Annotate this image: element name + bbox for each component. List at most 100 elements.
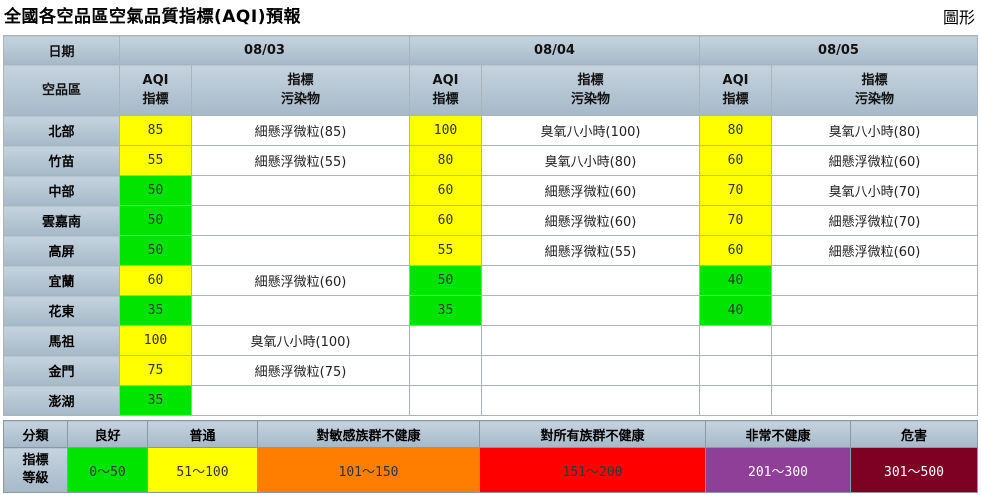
aqi-value-cell: 85 <box>119 115 192 146</box>
pollutant-cell: 細懸浮微粒(55) <box>481 235 700 266</box>
region-name: 北部 <box>3 115 120 146</box>
legend-range-cell: 0～50 <box>67 447 148 493</box>
table-row: 中部 50 60 細懸浮微粒(60) 70 臭氧八小時(70) <box>3 175 978 206</box>
legend-category-name: 對敏感族群不健康 <box>257 420 480 448</box>
pollutant-cell: 臭氧八小時(100) <box>481 115 700 146</box>
region-name: 中部 <box>3 175 120 206</box>
chart-view-link[interactable]: 圖形 <box>942 8 975 27</box>
aqi-value-cell: 70 <box>699 205 772 236</box>
aqi-value-cell: 35 <box>119 385 192 416</box>
region-name: 宜蘭 <box>3 265 120 296</box>
pollutant-cell: 細懸浮微粒(55) <box>191 145 410 176</box>
pollutant-cell <box>771 355 978 386</box>
pollutant-cell <box>771 325 978 356</box>
aqi-value-cell <box>409 325 482 356</box>
pollutant-cell: 細懸浮微粒(60) <box>481 205 700 236</box>
pollutant-header-line1: 指標 <box>577 73 604 88</box>
pollutant-cell <box>771 385 978 416</box>
pollutant-cell <box>481 325 700 356</box>
legend-category-label: 分類 <box>3 420 68 448</box>
aqi-header-line2: 指標 <box>142 92 169 107</box>
aqi-value-cell: 35 <box>119 295 192 326</box>
legend-category-name: 危害 <box>850 420 978 448</box>
aqi-value-cell <box>409 385 482 416</box>
pollutant-cell: 細懸浮微粒(60) <box>771 145 978 176</box>
aqi-value-cell: 70 <box>699 175 772 206</box>
legend-category-name: 普通 <box>147 420 258 448</box>
table-row: 馬祖 100 臭氧八小時(100) <box>3 325 978 356</box>
table-row: 花東 35 35 40 <box>3 295 978 326</box>
pollutant-cell: 臭氧八小時(100) <box>191 325 410 356</box>
pollutant-cell: 細懸浮微粒(85) <box>191 115 410 146</box>
aqi-header-line2: 指標 <box>432 92 459 107</box>
aqi-value-cell: 40 <box>699 295 772 326</box>
date-label: 日期 <box>3 35 120 65</box>
region-name: 花東 <box>3 295 120 326</box>
legend-range-cell: 301～500 <box>850 447 978 493</box>
pollutant-cell: 臭氧八小時(80) <box>481 145 700 176</box>
pollutant-cell: 細懸浮微粒(60) <box>481 175 700 206</box>
region-name: 雲嘉南 <box>3 205 120 236</box>
table-row: 雲嘉南 50 60 細懸浮微粒(60) 70 細懸浮微粒(70) <box>3 205 978 236</box>
legend-category-name: 非常不健康 <box>705 420 851 448</box>
pollutant-header-line1: 指標 <box>287 73 314 88</box>
legend-category-name: 對所有族群不健康 <box>479 420 706 448</box>
region-name: 馬祖 <box>3 325 120 356</box>
pollutant-header-line1: 指標 <box>861 73 888 88</box>
aqi-value-cell: 100 <box>119 325 192 356</box>
table-row: 澎湖 35 <box>3 385 978 416</box>
legend-level-label: 指標 等級 <box>3 447 68 493</box>
aqi-value-cell: 50 <box>119 175 192 206</box>
pollutant-header-line2: 污染物 <box>280 92 320 107</box>
pollutant-cell <box>191 175 410 206</box>
page-title: 全國各空品區空氣品質指標(AQI)預報 <box>4 7 301 27</box>
pollutant-column-header: 指標 污染物 <box>191 64 410 116</box>
pollutant-cell <box>481 265 700 296</box>
aqi-value-cell: 60 <box>409 175 482 206</box>
legend-level-line1: 指標 <box>22 453 49 468</box>
pollutant-cell: 細懸浮微粒(60) <box>771 235 978 266</box>
pollutant-cell <box>191 295 410 326</box>
pollutant-header-line2: 污染物 <box>854 92 894 107</box>
region-name: 金門 <box>3 355 120 386</box>
legend-range-cell: 151～200 <box>479 447 706 493</box>
aqi-column-header: AQI 指標 <box>699 64 772 116</box>
legend-range-row: 指標 等級 0～50 51～100 101～150 151～200 201～300 301～… <box>3 447 978 493</box>
pollutant-cell <box>481 385 700 416</box>
legend-level-line2: 等級 <box>22 471 49 486</box>
pollutant-cell <box>771 295 978 326</box>
table-row: 竹苗 55 細懸浮微粒(55) 80 臭氧八小時(80) 60 細懸浮微粒(60) <box>3 145 978 176</box>
aqi-header-line2: 指標 <box>722 92 749 107</box>
pollutant-cell <box>191 385 410 416</box>
pollutant-cell <box>771 265 978 296</box>
aqi-value-cell: 40 <box>699 265 772 296</box>
aqi-value-cell: 50 <box>409 265 482 296</box>
table-row: 金門 75 細懸浮微粒(75) <box>3 355 978 386</box>
aqi-value-cell <box>699 385 772 416</box>
legend-category-row: 分類 良好 普通 對敏感族群不健康 對所有族群不健康 非常不健康 危害 <box>3 420 978 448</box>
aqi-value-cell: 35 <box>409 295 482 326</box>
pollutant-cell: 臭氧八小時(80) <box>771 115 978 146</box>
aqi-value-cell: 60 <box>409 205 482 236</box>
aqi-column-header: AQI 指標 <box>409 64 482 116</box>
table-body: 北部 85 細懸浮微粒(85) 100 臭氧八小時(100) 80 臭氧八小時(80) 竹苗 5… <box>3 115 978 416</box>
aqi-value-cell <box>699 355 772 386</box>
aqi-value-cell: 55 <box>119 145 192 176</box>
pollutant-cell <box>191 205 410 236</box>
aqi-value-cell: 80 <box>409 145 482 176</box>
aqi-value-cell <box>699 325 772 356</box>
region-name: 澎湖 <box>3 385 120 416</box>
pollutant-cell: 細懸浮微粒(70) <box>771 205 978 236</box>
region-label: 空品區 <box>3 64 120 116</box>
legend-range-cell: 101～150 <box>257 447 480 493</box>
region-name: 高屏 <box>3 235 120 266</box>
date-header-row: 日期 08/03 08/04 08/05 <box>3 35 978 65</box>
pollutant-cell: 細懸浮微粒(60) <box>191 265 410 296</box>
aqi-header-line1: AQI <box>142 73 169 88</box>
region-name: 竹苗 <box>3 145 120 176</box>
aqi-value-cell: 100 <box>409 115 482 146</box>
date-header: 08/05 <box>699 35 978 65</box>
column-header-row: 空品區 AQI 指標 指標 污染物 AQI 指標 指標 污染物 AQI 指標 指標 污染物 <box>3 64 978 116</box>
aqi-header-line1: AQI <box>722 73 749 88</box>
legend-range-cell: 51～100 <box>147 447 258 493</box>
